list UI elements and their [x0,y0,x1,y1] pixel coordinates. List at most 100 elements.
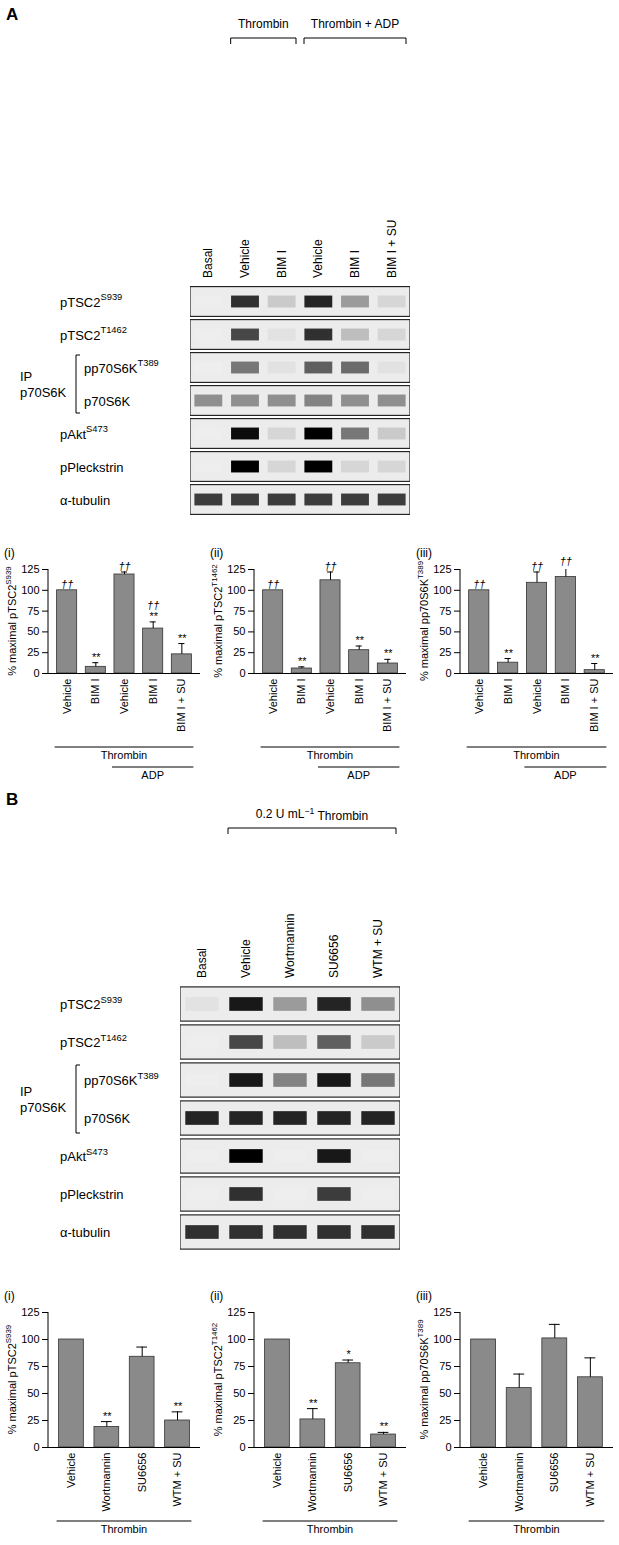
svg-text:SU6656: SU6656 [548,1453,560,1493]
svg-text:Thrombin: Thrombin [307,749,353,761]
svg-text:Wortmannin: Wortmannin [283,914,297,978]
svg-text:A: A [6,5,18,24]
svg-text:25: 25 [27,1414,39,1426]
svg-text:**: ** [178,632,187,644]
svg-text:100: 100 [21,584,39,596]
svg-text:0: 0 [33,667,39,679]
svg-text:Vehicle: Vehicle [239,939,253,978]
svg-text:††**: ††** [147,599,159,622]
svg-text:125: 125 [433,563,451,575]
svg-text:BIM I + SU: BIM I + SU [175,678,187,732]
svg-text:(i): (i) [4,546,15,560]
svg-text:††: †† [267,578,279,590]
svg-text:0: 0 [445,667,451,679]
svg-text:Wortmannin: Wortmannin [306,1453,318,1512]
svg-text:(ii): (ii) [210,1289,223,1303]
svg-text:B: B [6,790,18,809]
svg-text:††: †† [531,560,543,572]
svg-text:Vehicle: Vehicle [238,239,252,278]
svg-text:Vehicle: Vehicle [271,1453,283,1488]
svg-text:Wortmannin: Wortmannin [513,1453,525,1512]
svg-text:0: 0 [239,1441,245,1453]
svg-text:BIM I: BIM I [295,679,307,705]
svg-text:Wortmannin: Wortmannin [100,1453,112,1512]
svg-text:Basal: Basal [201,248,215,278]
svg-text:100: 100 [433,1333,451,1345]
svg-text:α-tubulin: α-tubulin [60,492,110,507]
svg-text:Vehicle: Vehicle [324,679,336,714]
svg-text:**: ** [379,1420,388,1432]
svg-text:BIM I + SU: BIM I + SU [381,678,393,732]
svg-text:Vehicle: Vehicle [267,679,279,714]
svg-text:*: * [346,1348,351,1360]
svg-text:BIM I: BIM I [559,679,571,705]
svg-text:BIM I + SU: BIM I + SU [588,678,600,732]
svg-text:††: †† [118,560,130,572]
svg-text:0: 0 [239,667,245,679]
svg-text:α-tubulin: α-tubulin [60,1225,110,1240]
svg-text:BIM I: BIM I [147,679,159,705]
svg-text:**: ** [103,1410,112,1422]
svg-text:Vehicle: Vehicle [65,1453,77,1488]
svg-text:Thrombin: Thrombin [238,17,289,31]
svg-text:Vehicle: Vehicle [118,679,130,714]
svg-text:pTSC2T1462: pTSC2T1462 [60,325,127,342]
svg-text:(iii): (iii) [416,546,432,560]
svg-text:WTM + SU: WTM + SU [584,1452,596,1506]
svg-text:75: 75 [27,605,39,617]
svg-text:††: †† [61,578,73,590]
svg-text:50: 50 [439,1387,451,1399]
svg-text:BIM I: BIM I [89,679,101,705]
svg-text:125: 125 [433,1306,451,1318]
svg-text:100: 100 [227,1333,245,1345]
svg-text:BIM I + SU: BIM I + SU [385,220,399,278]
svg-text:% maximal pp70S6KT389: % maximal pp70S6KT389 [416,560,430,681]
svg-text:75: 75 [27,1360,39,1372]
svg-text:pp70S6KT389: pp70S6KT389 [84,1071,159,1088]
svg-text:WTM + SU: WTM + SU [371,919,385,978]
svg-text:**: ** [173,1400,182,1412]
svg-text:IP: IP [20,1084,32,1099]
svg-text:Basal: Basal [195,948,209,978]
svg-text:75: 75 [233,605,245,617]
svg-text:50: 50 [27,1387,39,1399]
svg-text:100: 100 [227,584,245,596]
svg-text:125: 125 [227,563,245,575]
svg-text:75: 75 [233,1360,245,1372]
svg-text:25: 25 [233,646,245,658]
svg-text:125: 125 [21,563,39,575]
svg-text:pTSC2S939: pTSC2S939 [60,995,122,1012]
svg-text:% maximal pTSC2T1462: % maximal pTSC2T1462 [210,564,224,678]
svg-text:% maximal pp70S6KT389: % maximal pp70S6KT389 [416,1319,430,1440]
svg-text:**: ** [309,1397,318,1409]
svg-text:pAktS473: pAktS473 [60,1147,108,1164]
svg-text:25: 25 [439,646,451,658]
svg-text:SU6656: SU6656 [136,1453,148,1493]
svg-text:ADP: ADP [141,769,164,781]
svg-text:125: 125 [21,1306,39,1318]
svg-text:Thrombin: Thrombin [513,749,559,761]
svg-text:50: 50 [439,625,451,637]
svg-text:ADP: ADP [347,769,370,781]
svg-text:0: 0 [445,1441,451,1453]
svg-text:(i): (i) [4,1289,15,1303]
svg-text:Thrombin: Thrombin [513,1523,559,1535]
svg-text:**: ** [92,651,101,663]
svg-text:% maximal pTSC2T1462: % maximal pTSC2T1462 [210,1323,224,1437]
svg-text:††: †† [473,578,485,590]
svg-text:50: 50 [27,625,39,637]
svg-text:BIM I: BIM I [502,679,514,705]
svg-text:Vehicle: Vehicle [477,1453,489,1488]
svg-text:% maximal pTSC2S939: % maximal pTSC2S939 [4,1324,18,1434]
svg-text:Vehicle: Vehicle [61,679,73,714]
svg-text:(ii): (ii) [210,546,223,560]
svg-text:50: 50 [233,625,245,637]
svg-text:75: 75 [439,605,451,617]
svg-text:p70S6K: p70S6K [84,393,131,408]
svg-text:††: †† [560,555,572,567]
svg-text:BIM I: BIM I [275,250,289,278]
svg-text:Thrombin: Thrombin [101,1523,147,1535]
svg-text:**: ** [355,634,364,646]
svg-text:75: 75 [439,1360,451,1372]
svg-text:Vehicle: Vehicle [473,679,485,714]
